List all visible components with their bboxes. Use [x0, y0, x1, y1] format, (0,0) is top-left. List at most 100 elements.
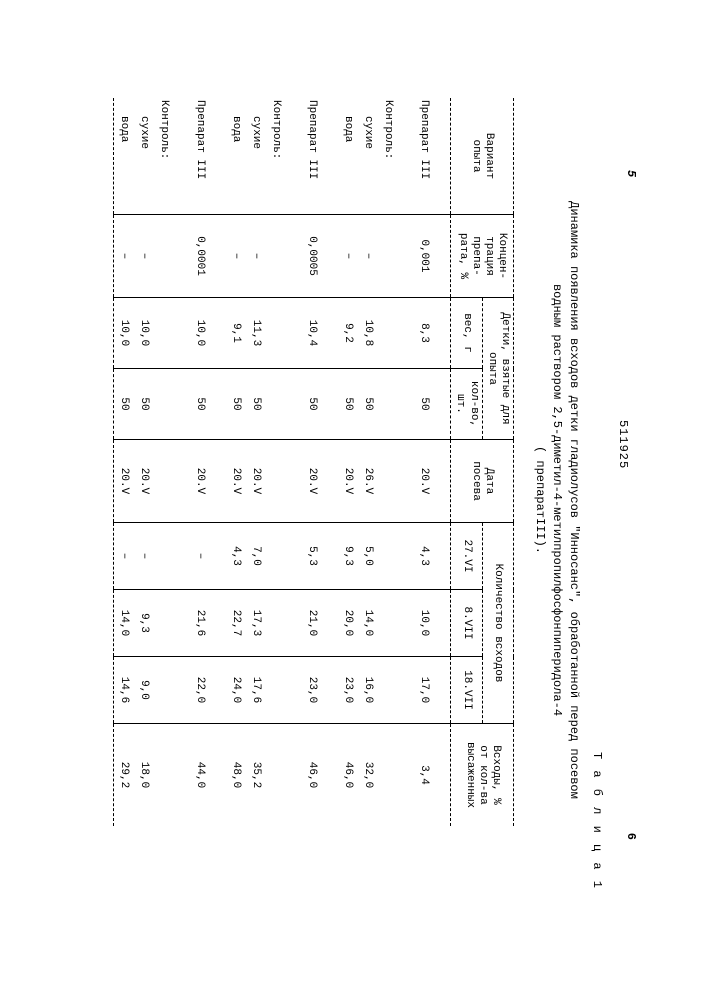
cell-d3: 22,0 — [190, 657, 210, 724]
cell-label: Контроль: — [154, 98, 174, 215]
header-d1: 27.VI — [450, 523, 481, 590]
cell-conc: 0,0005 — [302, 215, 322, 298]
cell-conc: – — [338, 215, 358, 298]
header-d2: 8.VII — [450, 590, 481, 657]
cell-count: 50 — [302, 369, 322, 440]
cell-d1: – — [134, 523, 154, 590]
document-title: Динамика появления всходов детки гладиол… — [531, 110, 581, 890]
table-body: Препарат III 0,001 8,3 50 20.V 4,3 10,0 … — [113, 98, 450, 826]
cell-d3: 14,6 — [113, 657, 134, 724]
header-d3: 18.VII — [450, 657, 481, 724]
cell-label: Контроль: — [266, 98, 286, 215]
cell-date: 20.V — [302, 440, 322, 523]
data-table: Вариантопыта Концен-трацияпрепа-рата, % … — [113, 98, 514, 826]
cell-d1: 9,3 — [338, 523, 358, 590]
cell-d2: 22,7 — [226, 590, 246, 657]
cell-d1: – — [190, 523, 210, 590]
table-row: вода – 9,2 50 20.V 9,3 20,0 23,0 46,0 — [338, 98, 358, 826]
table-row: сухие – 11,3 50 20.V 7,0 17,3 17,6 35,2 — [246, 98, 266, 826]
table-row: сухие – 10,8 50 26.V 5,0 14,0 16,0 32,0 — [358, 98, 378, 826]
title-line-2: водным раствором 2,5-диметил-4-метилпроп… — [548, 110, 565, 890]
header-shoots: Количество всходов — [482, 523, 513, 724]
cell-label: Контроль: — [378, 98, 398, 215]
table-row: вода – 10,0 50 20.V – 14,0 14,6 29,2 — [113, 98, 134, 826]
cell-yield: 18,0 — [134, 724, 154, 827]
cell-date: 20.V — [414, 440, 434, 523]
cell-d3: 23,0 — [338, 657, 358, 724]
page-container: 5 511925 6 Т а б л и ц а 1 Динамика появ… — [54, 50, 654, 950]
cell-date: 20.V — [246, 440, 266, 523]
cell-label: Препарат III — [414, 98, 434, 215]
cell-conc: 0,001 — [414, 215, 434, 298]
cell-d3: 23,0 — [302, 657, 322, 724]
cell-d1: 5,3 — [302, 523, 322, 590]
cell-count: 50 — [226, 369, 246, 440]
cell-weight: 10,8 — [358, 298, 378, 369]
cell-d2: 21,6 — [190, 590, 210, 657]
cell-count: 50 — [113, 369, 134, 440]
cell-d1: – — [113, 523, 134, 590]
header-detki: Детки, взятые дляопыта — [482, 298, 513, 440]
cell-weight: 11,3 — [246, 298, 266, 369]
cell-date: 20.V — [113, 440, 134, 523]
table-row: Контроль: — [154, 98, 174, 826]
header-yield: Всходы, %от кол-вавысаженных — [450, 724, 513, 827]
cell-label: Препарат III — [302, 98, 322, 215]
cell-yield: 44,0 — [190, 724, 210, 827]
cell-count: 50 — [414, 369, 434, 440]
cell-label: вода — [226, 98, 246, 215]
cell-conc: – — [246, 215, 266, 298]
cell-count: 50 — [338, 369, 358, 440]
cell-date: 20.V — [134, 440, 154, 523]
cell-weight: 9,2 — [338, 298, 358, 369]
cell-conc: – — [113, 215, 134, 298]
cell-weight: 10,4 — [302, 298, 322, 369]
header-weight: вес, г — [450, 298, 481, 369]
cell-d2: 17,3 — [246, 590, 266, 657]
cell-date: 20.V — [226, 440, 246, 523]
cell-d2: 20,0 — [338, 590, 358, 657]
cell-conc: – — [226, 215, 246, 298]
cell-d1: 5,0 — [358, 523, 378, 590]
cell-yield: 48,0 — [226, 724, 246, 827]
cell-d2: 14,0 — [358, 590, 378, 657]
cell-conc: – — [358, 215, 378, 298]
cell-d3: 16,0 — [358, 657, 378, 724]
cell-count: 50 — [134, 369, 154, 440]
page-number-left: 5 — [624, 170, 638, 177]
cell-label: сухие — [134, 98, 154, 215]
cell-d3: 9,0 — [134, 657, 154, 724]
header-count: кол-во,шт. — [450, 369, 481, 440]
table-row: Препарат III 0,0005 10,4 50 20.V 5,3 21,… — [302, 98, 322, 826]
cell-count: 50 — [246, 369, 266, 440]
cell-d3: 24,0 — [226, 657, 246, 724]
cell-yield: 46,0 — [338, 724, 358, 827]
cell-date: 26.V — [358, 440, 378, 523]
table-header: Вариантопыта Концен-трацияпрепа-рата, % … — [450, 98, 513, 826]
cell-yield: 3,4 — [414, 724, 434, 827]
cell-d3: 17,6 — [246, 657, 266, 724]
cell-date: 20.V — [190, 440, 210, 523]
table-row: Препарат III 0,001 8,3 50 20.V 4,3 10,0 … — [414, 98, 434, 826]
cell-weight: 10,0 — [113, 298, 134, 369]
table-row: Контроль: — [378, 98, 398, 826]
cell-d1: 4,3 — [414, 523, 434, 590]
cell-d2: 10,0 — [414, 590, 434, 657]
document-number: 511925 — [616, 420, 630, 469]
cell-weight: 9,1 — [226, 298, 246, 369]
cell-count: 50 — [190, 369, 210, 440]
cell-label: сухие — [358, 98, 378, 215]
cell-d1: 4,3 — [226, 523, 246, 590]
cell-label: Препарат III — [190, 98, 210, 215]
cell-weight: 10,0 — [134, 298, 154, 369]
cell-d3: 17,0 — [414, 657, 434, 724]
cell-label: сухие — [246, 98, 266, 215]
cell-d2: 9,3 — [134, 590, 154, 657]
cell-d1: 7,0 — [246, 523, 266, 590]
cell-yield: 29,2 — [113, 724, 134, 827]
cell-d2: 21,0 — [302, 590, 322, 657]
table-row: Препарат III 0,0001 10,0 50 20.V – 21,6 … — [190, 98, 210, 826]
cell-weight: 10,0 — [190, 298, 210, 369]
cell-weight: 8,3 — [414, 298, 434, 369]
cell-yield: 46,0 — [302, 724, 322, 827]
